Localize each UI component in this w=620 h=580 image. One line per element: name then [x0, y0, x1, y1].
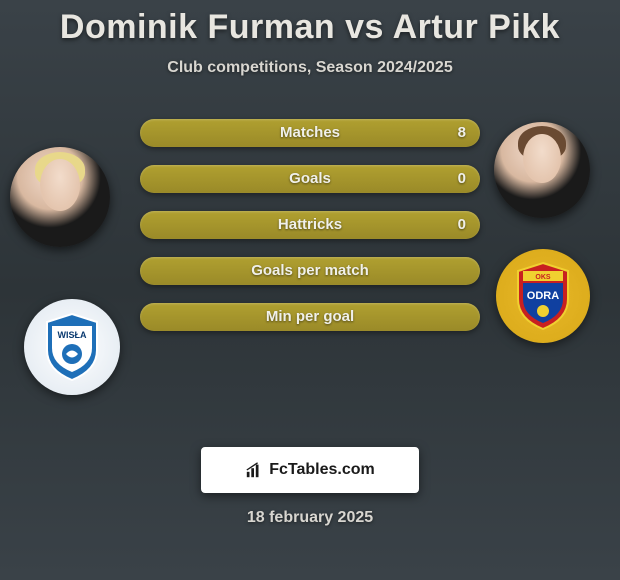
stat-label: Min per goal	[140, 303, 480, 331]
stat-label: Matches	[140, 119, 480, 147]
chart-icon	[245, 461, 263, 479]
stats-area: WISŁA OKS ODRA Matches 8	[0, 119, 620, 399]
stat-right-value: 0	[458, 211, 466, 239]
infographic-root: Dominik Furman vs Artur Pikk Club compet…	[0, 0, 620, 580]
club-right-text: ODRA	[527, 290, 559, 302]
stat-right-value: 0	[458, 165, 466, 193]
face-icon	[523, 134, 561, 184]
stat-right-value: 8	[458, 119, 466, 147]
stat-label: Hattricks	[140, 211, 480, 239]
attribution-text: FcTables.com	[269, 461, 375, 479]
club-left-text: WISŁA	[58, 330, 87, 340]
subtitle: Club competitions, Season 2024/2025	[0, 59, 620, 77]
club-left-badge: WISŁA	[24, 299, 120, 395]
stat-rows: Matches 8 Goals 0 Hattricks 0 Goals per …	[140, 119, 480, 331]
stat-row-min-per-goal: Min per goal	[140, 303, 480, 331]
stat-row-matches: Matches 8	[140, 119, 480, 147]
stat-row-goals-per-match: Goals per match	[140, 257, 480, 285]
player-right-avatar	[494, 122, 590, 218]
date-text: 18 february 2025	[0, 509, 620, 527]
shield-icon: WISŁA	[42, 312, 102, 382]
stat-row-goals: Goals 0	[140, 165, 480, 193]
page-title: Dominik Furman vs Artur Pikk	[0, 8, 620, 47]
attribution-box: FcTables.com	[201, 447, 419, 493]
stat-label: Goals	[140, 165, 480, 193]
svg-text:OKS: OKS	[535, 274, 551, 281]
club-right-badge: OKS ODRA	[496, 249, 590, 343]
stat-row-hattricks: Hattricks 0	[140, 211, 480, 239]
player-left-avatar	[10, 147, 110, 247]
shield-icon: OKS ODRA	[513, 261, 573, 331]
stat-label: Goals per match	[140, 257, 480, 285]
face-icon	[40, 159, 80, 211]
